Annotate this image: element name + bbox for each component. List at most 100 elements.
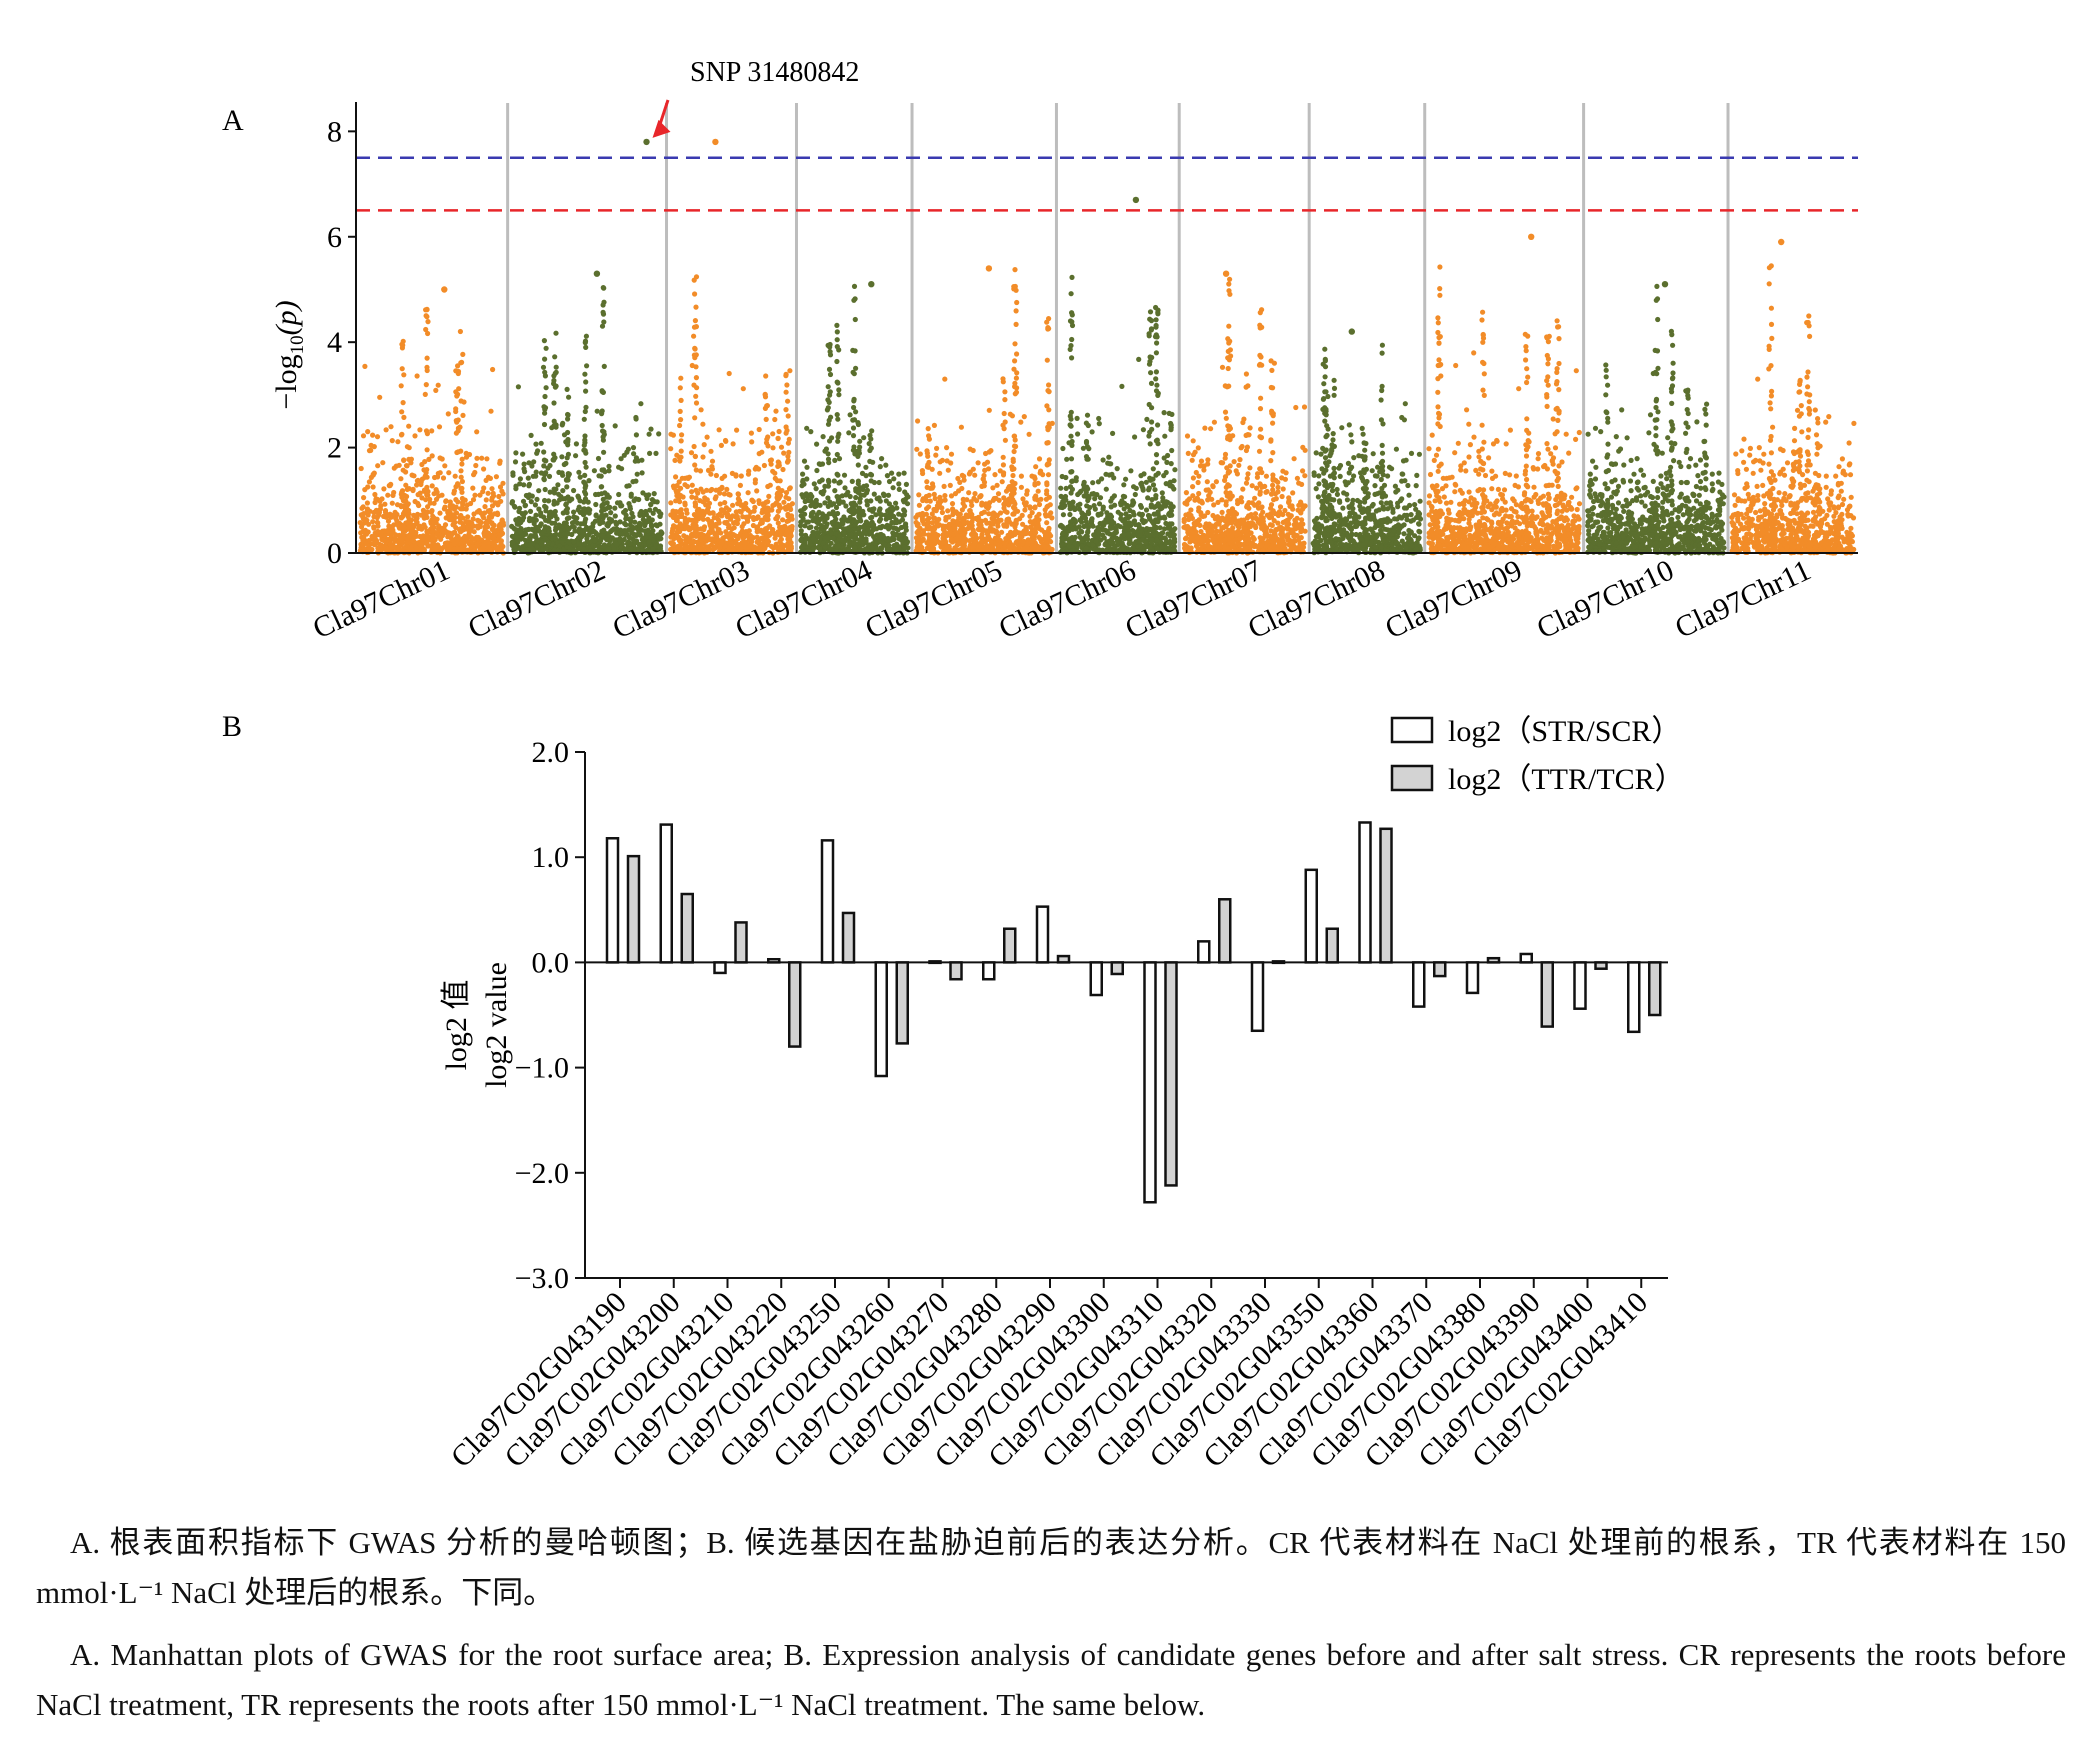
snp-point bbox=[528, 432, 534, 438]
snp-point bbox=[802, 498, 808, 505]
snp-point bbox=[671, 524, 677, 530]
snp-point bbox=[626, 483, 632, 489]
snp-point bbox=[571, 524, 577, 530]
snp-point bbox=[700, 454, 706, 460]
snp-point bbox=[1044, 403, 1050, 409]
snp-point bbox=[1140, 486, 1146, 492]
snp-point bbox=[691, 324, 698, 330]
snp-point bbox=[763, 509, 769, 516]
snp-point bbox=[1112, 502, 1118, 508]
snp-point bbox=[986, 504, 992, 510]
snp-point bbox=[773, 408, 779, 414]
snp-point bbox=[882, 535, 888, 542]
snp-point bbox=[586, 478, 592, 484]
snp-point bbox=[1132, 521, 1139, 528]
snp-point bbox=[961, 473, 967, 479]
snp-point bbox=[442, 504, 448, 510]
snp-point bbox=[488, 408, 494, 414]
snp-point bbox=[392, 509, 398, 515]
snp-point bbox=[1000, 379, 1006, 385]
snp-point bbox=[549, 520, 555, 526]
snp-point bbox=[669, 530, 675, 536]
snp-point bbox=[583, 333, 590, 339]
snp-point bbox=[418, 542, 424, 548]
snp-point bbox=[652, 506, 659, 512]
snp-point bbox=[738, 502, 744, 508]
snp-point bbox=[766, 493, 772, 499]
snp-point bbox=[1123, 476, 1129, 482]
snp-point bbox=[775, 496, 781, 502]
snp-point bbox=[728, 514, 734, 521]
snp-point bbox=[446, 470, 452, 476]
snp-point bbox=[362, 516, 368, 522]
snp-point bbox=[647, 450, 653, 456]
snp-point bbox=[841, 529, 847, 535]
snp-point bbox=[801, 481, 807, 487]
snp-point bbox=[1012, 267, 1018, 273]
snp-point bbox=[451, 541, 457, 547]
snp-point bbox=[543, 345, 549, 351]
snp-point bbox=[565, 494, 571, 500]
snp-point bbox=[387, 482, 393, 489]
snp-point bbox=[542, 356, 548, 362]
snp-point bbox=[468, 500, 474, 507]
snp-point bbox=[717, 545, 723, 551]
snp-point bbox=[552, 354, 558, 360]
snp-point bbox=[981, 509, 987, 515]
snp-point bbox=[543, 508, 549, 514]
snp-point bbox=[417, 427, 423, 433]
snp-point bbox=[1013, 287, 1019, 293]
snp-point bbox=[775, 435, 781, 442]
snp-point bbox=[800, 471, 806, 477]
snp-point bbox=[1011, 366, 1017, 372]
snp-point bbox=[851, 540, 857, 546]
snp-point bbox=[825, 495, 831, 501]
snp-point bbox=[804, 464, 810, 470]
snp-point bbox=[1003, 498, 1009, 505]
snp-point bbox=[1106, 472, 1112, 478]
snp-point bbox=[783, 430, 789, 436]
snp-point bbox=[459, 478, 465, 485]
snp-point bbox=[457, 515, 463, 522]
snp-point bbox=[924, 484, 930, 490]
snp-point bbox=[399, 494, 406, 500]
snp-point bbox=[1003, 488, 1010, 494]
snp-point bbox=[1153, 503, 1159, 509]
snp-point bbox=[634, 471, 640, 477]
snp-point bbox=[746, 468, 752, 474]
snp-point bbox=[938, 544, 945, 550]
snp-point bbox=[841, 514, 847, 520]
snp-point bbox=[538, 521, 544, 527]
snp-point bbox=[1000, 454, 1006, 460]
snp-point bbox=[705, 516, 711, 523]
snp-point bbox=[937, 494, 943, 500]
snp-point bbox=[834, 412, 840, 418]
snp-point bbox=[639, 527, 645, 533]
snp-point bbox=[737, 482, 744, 488]
snp-point bbox=[1131, 528, 1137, 534]
snp-point bbox=[857, 536, 864, 543]
snp-point bbox=[372, 491, 378, 498]
snp-point bbox=[825, 384, 831, 390]
snp-point bbox=[668, 446, 674, 452]
snp-point bbox=[542, 369, 548, 375]
snp-point bbox=[590, 543, 596, 549]
snp-point bbox=[916, 530, 922, 537]
snp-point bbox=[576, 469, 582, 475]
snp-point bbox=[417, 533, 423, 540]
snp-point bbox=[730, 502, 736, 508]
snp-point bbox=[1044, 520, 1050, 526]
snp-point bbox=[612, 537, 618, 543]
snp-point bbox=[1010, 472, 1016, 479]
snp-point bbox=[710, 510, 716, 516]
snp-point bbox=[744, 532, 750, 538]
snp-point bbox=[377, 394, 383, 400]
snp-point bbox=[646, 431, 652, 437]
snp-point bbox=[1008, 487, 1015, 493]
snp-point bbox=[991, 495, 997, 502]
snp-point bbox=[460, 521, 466, 527]
snp-point bbox=[627, 540, 633, 547]
snp-point bbox=[1114, 466, 1120, 472]
snp-point bbox=[428, 509, 434, 515]
